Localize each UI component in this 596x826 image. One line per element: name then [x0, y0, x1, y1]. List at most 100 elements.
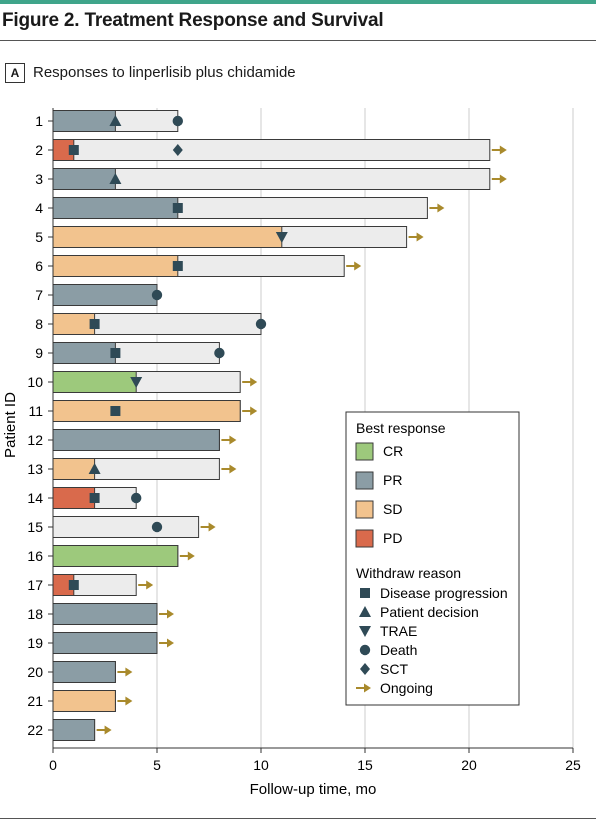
- y-tick-label: 1: [35, 113, 43, 129]
- ongoing-arrow-head: [364, 683, 371, 693]
- y-tick-label: 2: [35, 142, 43, 158]
- ongoing-arrow: [138, 580, 154, 590]
- response-bar: [52, 719, 96, 741]
- ongoing-arrow: [408, 232, 424, 242]
- response-bar: [52, 632, 158, 654]
- ongoing-arrow: [242, 406, 258, 416]
- ongoing-arrow: [346, 261, 362, 271]
- patient-marker: [109, 115, 122, 126]
- y-tick-label: 4: [35, 200, 43, 216]
- response-bar: [52, 371, 137, 393]
- panel-letter: A: [5, 63, 25, 83]
- ongoing-arrow-head: [229, 464, 237, 474]
- progression-marker: [172, 261, 183, 271]
- response-bar: [52, 197, 179, 219]
- x-tick-label: 10: [253, 757, 269, 773]
- patient-row: 18: [27, 603, 174, 625]
- patient-row: 3: [35, 168, 507, 190]
- legend-label: Ongoing: [380, 680, 433, 696]
- legend-box: [345, 411, 520, 706]
- y-tick-label: 21: [27, 693, 43, 709]
- ongoing-arrow-head: [167, 638, 174, 648]
- patient-row: 11: [28, 400, 258, 422]
- legend-label: SD: [383, 501, 402, 517]
- bottom-divider: [0, 818, 596, 819]
- response-bar: [52, 400, 241, 422]
- patient-row: 1: [35, 110, 183, 132]
- y-tick-label: 20: [27, 664, 43, 680]
- legend-title-withdraw: Withdraw reason: [356, 565, 461, 581]
- ongoing-arrow-head: [250, 377, 258, 387]
- patient-row: 9: [35, 342, 225, 364]
- progression-marker: [68, 145, 79, 155]
- progression-marker: [68, 580, 79, 590]
- legend-title-response: Best response: [356, 420, 446, 436]
- legend: Best response Withdraw reason CR PR SD PD Di…: [345, 411, 520, 706]
- response-bar: [52, 226, 283, 248]
- legend-marker: [359, 644, 371, 656]
- legend-label: Death: [380, 642, 417, 658]
- patient-row: 13: [27, 458, 237, 480]
- legend-marker: [359, 606, 371, 617]
- x-tick-label: 5: [153, 757, 161, 773]
- figure-title: Figure 2. Treatment Response and Surviva…: [2, 10, 384, 31]
- y-tick-label: 17: [27, 577, 43, 593]
- ongoing-arrow: [159, 609, 174, 619]
- top-accent-bar: [0, 0, 596, 4]
- response-bar: [52, 342, 116, 364]
- y-tick-label: 13: [27, 461, 43, 477]
- patient-row: 4: [35, 197, 445, 219]
- response-bar: [52, 690, 116, 712]
- trae-marker: [130, 377, 143, 388]
- y-tick-label: 19: [27, 635, 43, 651]
- legend-label: TRAE: [380, 623, 417, 639]
- progression-marker: [172, 203, 183, 213]
- y-tick-label: 5: [35, 229, 43, 245]
- progression-marker: [89, 319, 100, 329]
- title-divider: [0, 40, 596, 41]
- y-tick-label: 11: [28, 403, 43, 419]
- patient-row: 22: [27, 719, 112, 741]
- ongoing-arrow-head: [104, 725, 112, 735]
- y-tick-label: 12: [27, 432, 43, 448]
- ongoing-arrow: [96, 725, 112, 735]
- legend-label: PD: [383, 530, 402, 546]
- ongoing-arrow-head: [499, 174, 507, 184]
- patient-row: 6: [35, 255, 362, 277]
- patient-row: 12: [27, 429, 237, 451]
- y-tick-label: 9: [35, 345, 43, 361]
- legend-swatch: [355, 500, 374, 519]
- response-bar: [52, 545, 179, 567]
- patient-row: 19: [27, 632, 174, 654]
- ongoing-arrow-head: [125, 696, 133, 706]
- x-axis-title: Follow-up time, mo: [250, 781, 377, 798]
- y-tick-label: 3: [35, 171, 43, 187]
- ongoing-arrow-head: [229, 435, 237, 445]
- patient-marker: [88, 463, 101, 474]
- x-tick-label: 15: [357, 757, 373, 773]
- progression-marker: [110, 406, 121, 416]
- ongoing-arrow-head: [146, 580, 154, 590]
- patient-row: 8: [35, 313, 267, 335]
- ongoing-arrow-head: [416, 232, 424, 242]
- x-tick-label: 20: [461, 757, 477, 773]
- y-tick-label: 6: [35, 258, 43, 274]
- ongoing-arrow: [159, 638, 174, 648]
- axes: Patient ID Follow-up time, mo 0 5 10 15 20 25: [2, 108, 581, 798]
- patient-row: 20: [27, 661, 133, 683]
- death-marker: [255, 318, 267, 330]
- legend-label: PR: [383, 472, 402, 488]
- ongoing-arrow: [221, 464, 237, 474]
- ongoing-arrow: [242, 377, 258, 387]
- ongoing-arrow-head: [499, 145, 507, 155]
- follow-up-bar: [52, 516, 200, 538]
- death-marker: [151, 289, 163, 301]
- legend-label: SCT: [380, 661, 408, 677]
- sct-marker: [172, 144, 183, 156]
- y-tick-label: 18: [27, 606, 43, 622]
- ongoing-arrow-head: [187, 551, 195, 561]
- patient-row: 15: [27, 516, 216, 538]
- ongoing-arrow: [117, 667, 133, 677]
